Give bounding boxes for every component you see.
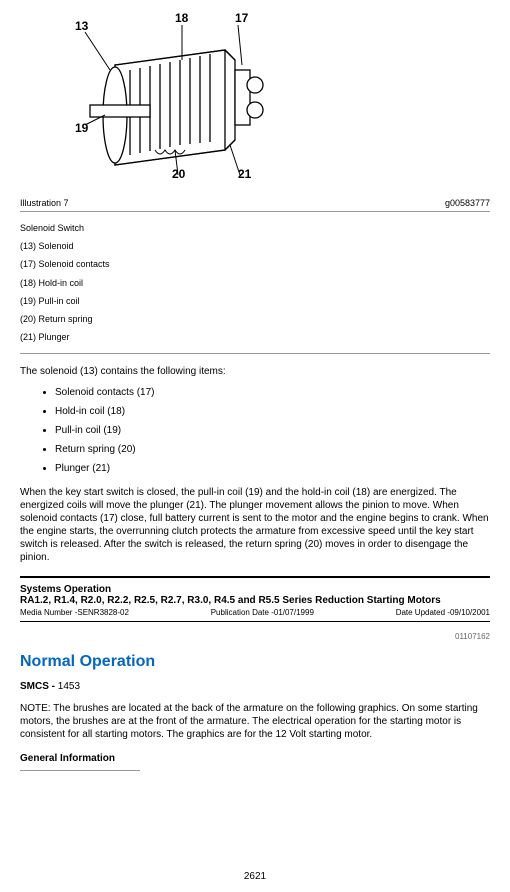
list-item: Hold-in coil (18) — [55, 406, 490, 417]
thick-divider — [20, 576, 490, 578]
caption-item: (18) Hold-in coil — [20, 275, 490, 291]
systems-operation-header: Systems Operation RA1.2, R1.4, R2.0, R2.… — [20, 584, 490, 606]
label-13: 13 — [75, 19, 89, 33]
caption-item: (19) Pull-in coil — [20, 293, 490, 309]
caption-item: (13) Solenoid — [20, 238, 490, 254]
caption-item: (21) Plunger — [20, 329, 490, 345]
section-title: Normal Operation — [20, 653, 490, 671]
caption-list: Solenoid Switch (13) Solenoid (17) Solen… — [20, 220, 490, 345]
list-item: Return spring (20) — [55, 444, 490, 455]
pub-date: Publication Date -01/07/1999 — [211, 608, 314, 617]
thin-divider — [20, 621, 490, 622]
solenoid-diagram: 13 18 17 19 20 21 — [20, 10, 490, 183]
sysop-models: RA1.2, R1.4, R2.0, R2.2, R2.5, R2.7, R3.… — [20, 595, 490, 606]
label-19: 19 — [75, 121, 89, 135]
bullet-list: Solenoid contacts (17) Hold-in coil (18)… — [20, 387, 490, 474]
list-item: Plunger (21) — [55, 463, 490, 474]
illustration-title: Illustration 7 — [20, 198, 69, 208]
media-number: Media Number -SENR3828-02 — [20, 608, 129, 617]
date-updated: Date Updated -09/10/2001 — [396, 608, 490, 617]
label-21: 21 — [238, 167, 252, 180]
sysop-heading: Systems Operation — [20, 584, 490, 595]
general-info-heading: General Information — [20, 753, 490, 764]
main-paragraph: When the key start switch is closed, the… — [20, 486, 490, 564]
illustration-code: g00583777 — [445, 198, 490, 208]
label-18: 18 — [175, 11, 189, 25]
doc-id: 01107162 — [20, 632, 490, 641]
caption-item: (20) Return spring — [20, 311, 490, 327]
list-item: Solenoid contacts (17) — [55, 387, 490, 398]
label-20: 20 — [172, 167, 186, 180]
label-17: 17 — [235, 11, 249, 25]
caption-subtitle: Solenoid Switch — [20, 220, 490, 236]
page-number: 2621 — [20, 871, 490, 882]
intro-text: The solenoid (13) contains the following… — [20, 366, 490, 377]
divider — [20, 353, 490, 354]
illustration-caption-row: Illustration 7 g00583777 — [20, 198, 490, 212]
caption-item: (17) Solenoid contacts — [20, 256, 490, 272]
smcs-line: SMCS - 1453 — [20, 681, 490, 692]
smcs-value: 1453 — [55, 681, 80, 692]
meta-row: Media Number -SENR3828-02 Publication Da… — [20, 608, 490, 617]
smcs-label: SMCS - — [20, 681, 55, 692]
short-rule — [20, 770, 140, 771]
list-item: Pull-in coil (19) — [55, 425, 490, 436]
